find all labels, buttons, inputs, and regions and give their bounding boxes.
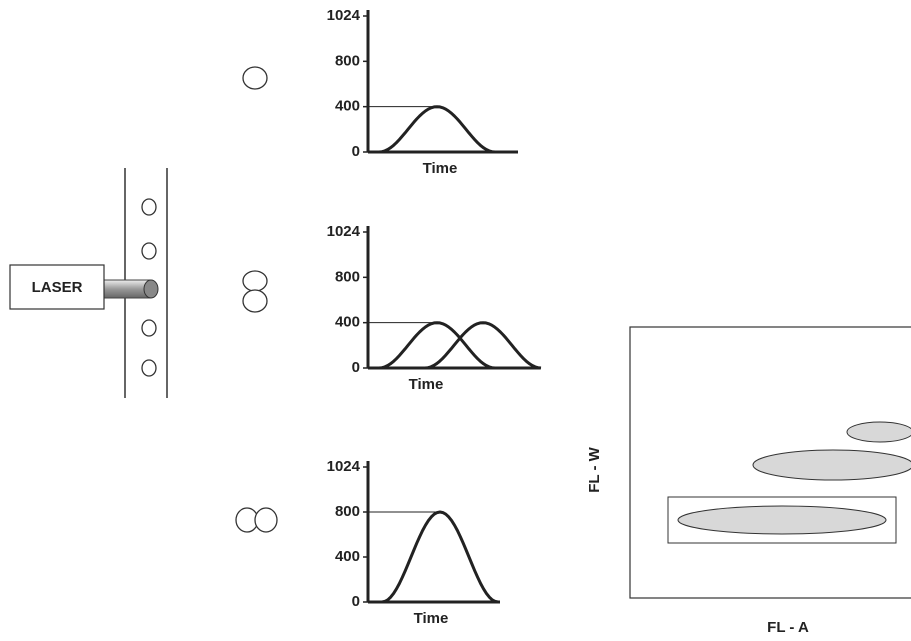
pulse	[381, 510, 499, 604]
doublet-cell	[242, 289, 268, 313]
y-tick-label: 1024	[327, 7, 361, 24]
population	[846, 421, 911, 443]
x-axis-label: Time	[414, 610, 449, 627]
cell	[141, 319, 157, 337]
pulse	[424, 321, 542, 370]
laser-beam	[103, 279, 151, 299]
pulse	[378, 321, 496, 370]
singlet-gate	[667, 496, 897, 544]
singlet	[242, 66, 268, 90]
cell	[141, 198, 157, 216]
y-tick-label: 1024	[327, 458, 361, 475]
y-tick-label: 800	[335, 52, 360, 69]
cells	[141, 198, 157, 377]
population	[752, 449, 911, 481]
laser-box	[9, 264, 105, 310]
y-tick-label: 800	[335, 503, 360, 520]
y-tick-label: 400	[335, 314, 360, 331]
laser-label: LASER	[32, 279, 83, 296]
doublet-cell	[242, 270, 268, 292]
dot-plot-x-label: FL - A	[767, 619, 809, 636]
y-tick-label: 1024	[327, 223, 361, 240]
y-tick-label: 0	[352, 359, 360, 376]
cell	[141, 359, 157, 377]
x-axis-label: Time	[409, 376, 444, 393]
y-tick-label: 400	[335, 98, 360, 115]
y-tick-label: 0	[352, 593, 360, 610]
cell	[141, 242, 157, 260]
y-tick-label: 800	[335, 268, 360, 285]
y-tick-label: 0	[352, 143, 360, 160]
y-tick-label: 400	[335, 548, 360, 565]
dot-plot-y-label: FL - W	[586, 446, 603, 492]
cell-icons	[235, 66, 278, 533]
beam-spot	[143, 279, 159, 299]
pulse	[378, 105, 496, 154]
doublet-cell	[254, 507, 278, 533]
x-axis-label: Time	[423, 160, 458, 177]
population	[677, 505, 887, 535]
